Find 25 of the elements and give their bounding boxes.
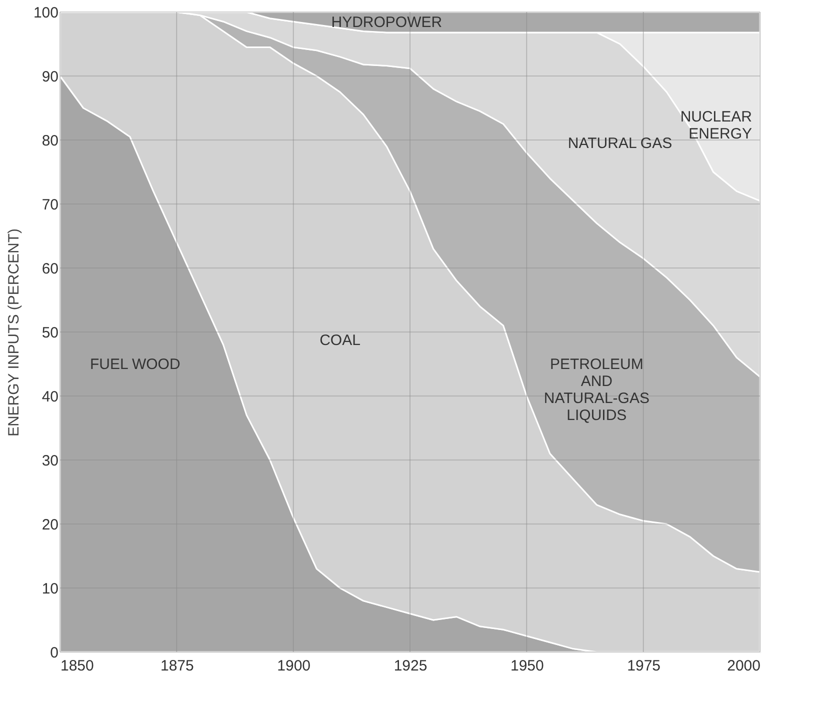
x-tick-label: 1900 bbox=[277, 658, 311, 674]
x-tick-label: 1850 bbox=[60, 658, 94, 674]
series-label: NUCLEAR ENERGY bbox=[680, 108, 752, 143]
y-axis-title: ENERGY INPUTS (PERCENT) bbox=[5, 228, 22, 437]
y-tick-label: 90 bbox=[42, 68, 58, 86]
y-tick-label: 50 bbox=[42, 324, 58, 342]
x-tick-label: 1925 bbox=[394, 658, 428, 674]
y-tick-label: 40 bbox=[42, 388, 58, 406]
y-tick-label: 70 bbox=[42, 196, 58, 214]
y-tick-label: 20 bbox=[42, 516, 58, 534]
series-label: NATURAL GAS bbox=[568, 135, 672, 152]
x-tick-label: 1875 bbox=[160, 658, 194, 674]
y-tick-label: 30 bbox=[42, 452, 58, 470]
series-label: FUEL WOOD bbox=[90, 356, 180, 373]
x-tick-label: 2000 bbox=[727, 658, 760, 674]
x-tick-label: 1950 bbox=[510, 658, 544, 674]
y-tick-label: 80 bbox=[42, 132, 58, 150]
series-label: HYDROPOWER bbox=[331, 14, 442, 32]
x-tick-label: 1975 bbox=[627, 658, 661, 674]
y-tick-label: 100 bbox=[33, 4, 58, 22]
series-label: PETROLEUM AND NATURAL-GAS LIQUIDS bbox=[544, 356, 650, 424]
y-tick-label: 60 bbox=[42, 260, 58, 278]
y-tick-label: 10 bbox=[42, 580, 58, 598]
y-tick-label: 0 bbox=[50, 644, 58, 662]
series-label: COAL bbox=[320, 332, 360, 349]
